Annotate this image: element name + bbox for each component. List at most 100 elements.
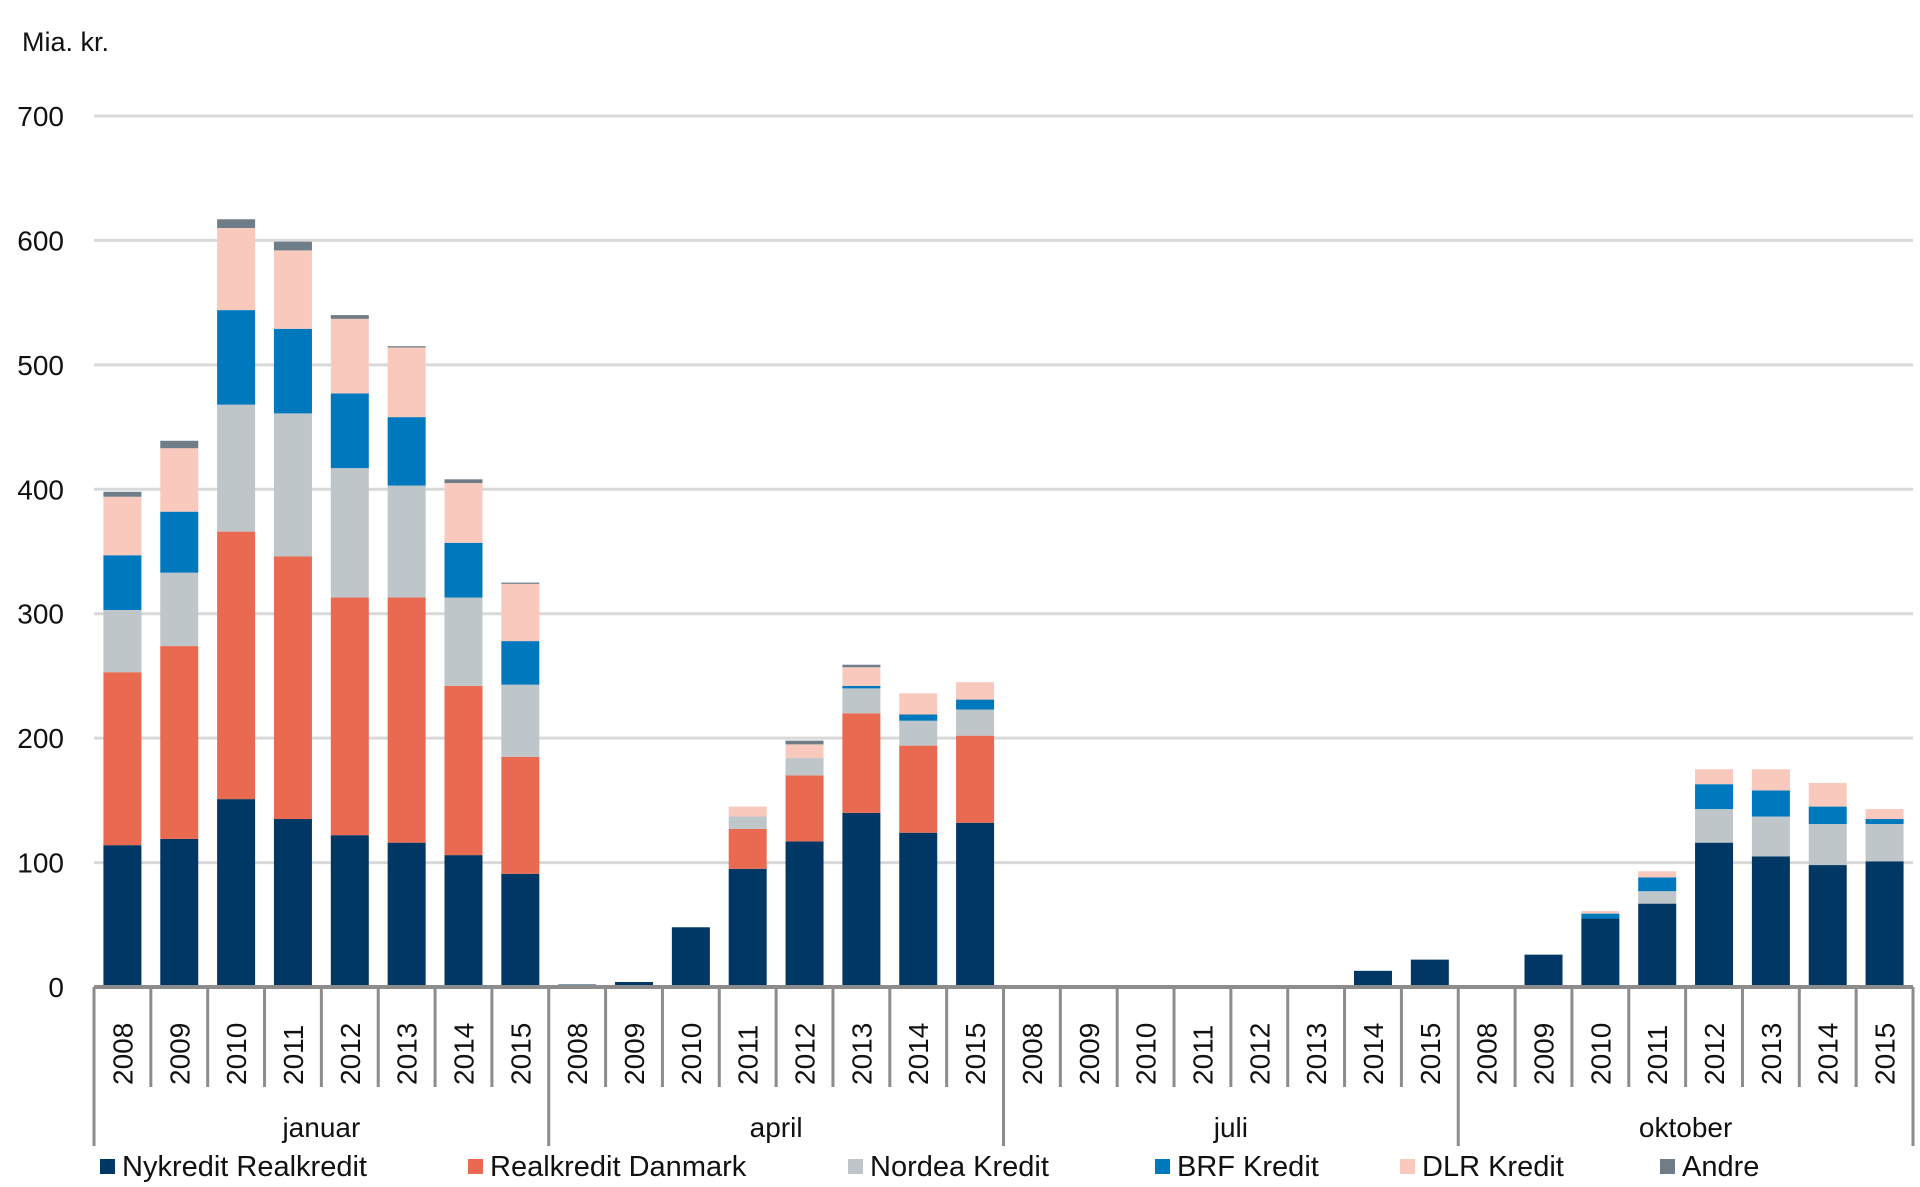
x-tick-label-year: 2013 — [1756, 1023, 1787, 1085]
bar-segment-brf-kredit — [273, 328, 312, 414]
bar-segment-dlr-kredit — [1808, 782, 1847, 807]
y-axis-label: Mia. kr. — [22, 27, 109, 57]
bar-segment-nordea-kredit — [103, 609, 142, 673]
x-tick-label-year: 2012 — [790, 1023, 821, 1085]
x-tick-label-year: 2013 — [392, 1023, 423, 1085]
bar-segment-nykredit-realkredit — [1865, 861, 1904, 987]
bar-segment-nordea-kredit — [217, 404, 256, 532]
x-tick-label-year: 2008 — [107, 1023, 138, 1085]
bar-segment-nykredit-realkredit — [956, 822, 995, 987]
bar-segment-nordea-kredit — [1638, 891, 1677, 904]
bar-segment-brf-kredit — [956, 699, 995, 710]
x-group-label: juli — [1213, 1112, 1248, 1143]
bar-segment-nordea-kredit — [785, 758, 824, 776]
legend-swatch — [468, 1159, 483, 1174]
bar-segment-andre — [160, 440, 199, 449]
bar-segment-nordea-kredit — [728, 816, 767, 829]
bar-segment-andre — [387, 346, 426, 348]
bar-segment-nykredit-realkredit — [330, 835, 369, 987]
x-tick-label-year: 2009 — [1529, 1023, 1560, 1085]
bar-segment-andre — [330, 315, 369, 319]
bar-segment-dlr-kredit — [1695, 769, 1734, 785]
x-tick-label-year: 2010 — [1585, 1023, 1616, 1085]
x-tick-label-year: 2009 — [1074, 1023, 1105, 1085]
x-tick-label-year: 2011 — [278, 1025, 309, 1085]
bar-segment-brf-kredit — [444, 542, 483, 598]
bar-segment-brf-kredit — [1695, 784, 1734, 810]
legend-label: DLR Kredit — [1422, 1151, 1564, 1182]
legend-label: Andre — [1682, 1151, 1759, 1182]
legend-swatch — [100, 1159, 115, 1174]
bar-segment-dlr-kredit — [899, 693, 938, 715]
bar-segment-nykredit-realkredit — [615, 982, 654, 987]
legend-label: Realkredit Danmark — [490, 1151, 747, 1182]
x-group-label: januar — [281, 1112, 360, 1143]
bar-segment-andre — [103, 491, 142, 497]
bar-segment-andre — [785, 740, 824, 745]
y-tick-label: 0 — [48, 972, 64, 1003]
bar-segment-nykredit-realkredit — [217, 799, 256, 987]
bar-segment-dlr-kredit — [785, 744, 824, 759]
legend-swatch — [1400, 1159, 1415, 1174]
y-tick-label: 100 — [17, 848, 64, 879]
bar-segment-andre — [842, 664, 881, 668]
bar-segment-realkredit-danmark — [387, 597, 426, 843]
bar-segment-realkredit-danmark — [785, 775, 824, 842]
x-tick-label-year: 2010 — [221, 1023, 252, 1085]
bar-segment-brf-kredit — [330, 393, 369, 469]
x-tick-label-year: 2014 — [1358, 1023, 1389, 1085]
bar-segment-realkredit-danmark — [899, 745, 938, 833]
x-tick-label-year: 2011 — [1642, 1025, 1673, 1085]
bar-segment-nordea-kredit — [387, 485, 426, 598]
x-tick-label-year: 2014 — [1813, 1023, 1844, 1085]
bar-segment-brf-kredit — [842, 685, 881, 689]
bar-segment-dlr-kredit — [842, 667, 881, 686]
y-tick-label: 200 — [17, 723, 64, 754]
x-tick-label-year: 2008 — [562, 1023, 593, 1085]
bar-segment-brf-kredit — [387, 417, 426, 486]
legend-swatch — [848, 1159, 863, 1174]
bar-segment-andre — [217, 219, 256, 228]
bar-segment-nykredit-realkredit — [1524, 954, 1563, 987]
x-tick-label-year: 2013 — [846, 1023, 877, 1085]
bar-segment-nordea-kredit — [1695, 809, 1734, 843]
bar-segment-nykredit-realkredit — [387, 842, 426, 987]
bar-segment-realkredit-danmark — [842, 713, 881, 813]
bar-segment-dlr-kredit — [1638, 871, 1677, 878]
x-tick-label-year: 2011 — [1187, 1025, 1218, 1085]
bar-segment-dlr-kredit — [217, 227, 256, 311]
bar-segment-nykredit-realkredit — [1581, 918, 1620, 987]
bar-segment-nykredit-realkredit — [1751, 856, 1790, 987]
x-tick-label-year: 2008 — [1017, 1023, 1048, 1085]
x-tick-label-year: 2015 — [505, 1023, 536, 1085]
bar-segment-nordea-kredit — [330, 468, 369, 598]
x-tick-label-year: 2009 — [164, 1023, 195, 1085]
x-tick-label-year: 2015 — [960, 1023, 991, 1085]
bar-segment-nykredit-realkredit — [1695, 842, 1734, 987]
bar-segment-nykredit-realkredit — [728, 868, 767, 987]
bar-segment-nykredit-realkredit — [103, 845, 142, 987]
bar-segment-brf-kredit — [103, 555, 142, 610]
x-tick-label-year: 2009 — [619, 1023, 650, 1085]
bar-segment-nordea-kredit — [1808, 823, 1847, 866]
bar-segment-nykredit-realkredit — [785, 841, 824, 987]
bar-segment-nordea-kredit — [273, 413, 312, 557]
x-tick-label-year: 2008 — [1472, 1023, 1503, 1085]
y-tick-label: 600 — [17, 225, 64, 256]
bar-segment-nykredit-realkredit — [899, 832, 938, 987]
bar-segment-realkredit-danmark — [103, 672, 142, 846]
bar-segment-realkredit-danmark — [160, 646, 199, 839]
bar-segment-realkredit-danmark — [444, 685, 483, 856]
bar-segment-nykredit-realkredit — [160, 838, 199, 987]
x-tick-label-year: 2014 — [448, 1023, 479, 1085]
x-tick-label-year: 2015 — [1415, 1023, 1446, 1085]
bar-segment-nordea-kredit — [956, 709, 995, 736]
bar-segment-nordea-kredit — [899, 720, 938, 746]
legend-label: BRF Kredit — [1177, 1151, 1319, 1182]
bar-segment-nordea-kredit — [501, 684, 540, 757]
bar-segment-brf-kredit — [1808, 806, 1847, 824]
bar-segment-nykredit-realkredit — [1410, 959, 1449, 987]
bar-segment-brf-kredit — [217, 310, 256, 405]
bar-segment-andre — [501, 582, 540, 584]
